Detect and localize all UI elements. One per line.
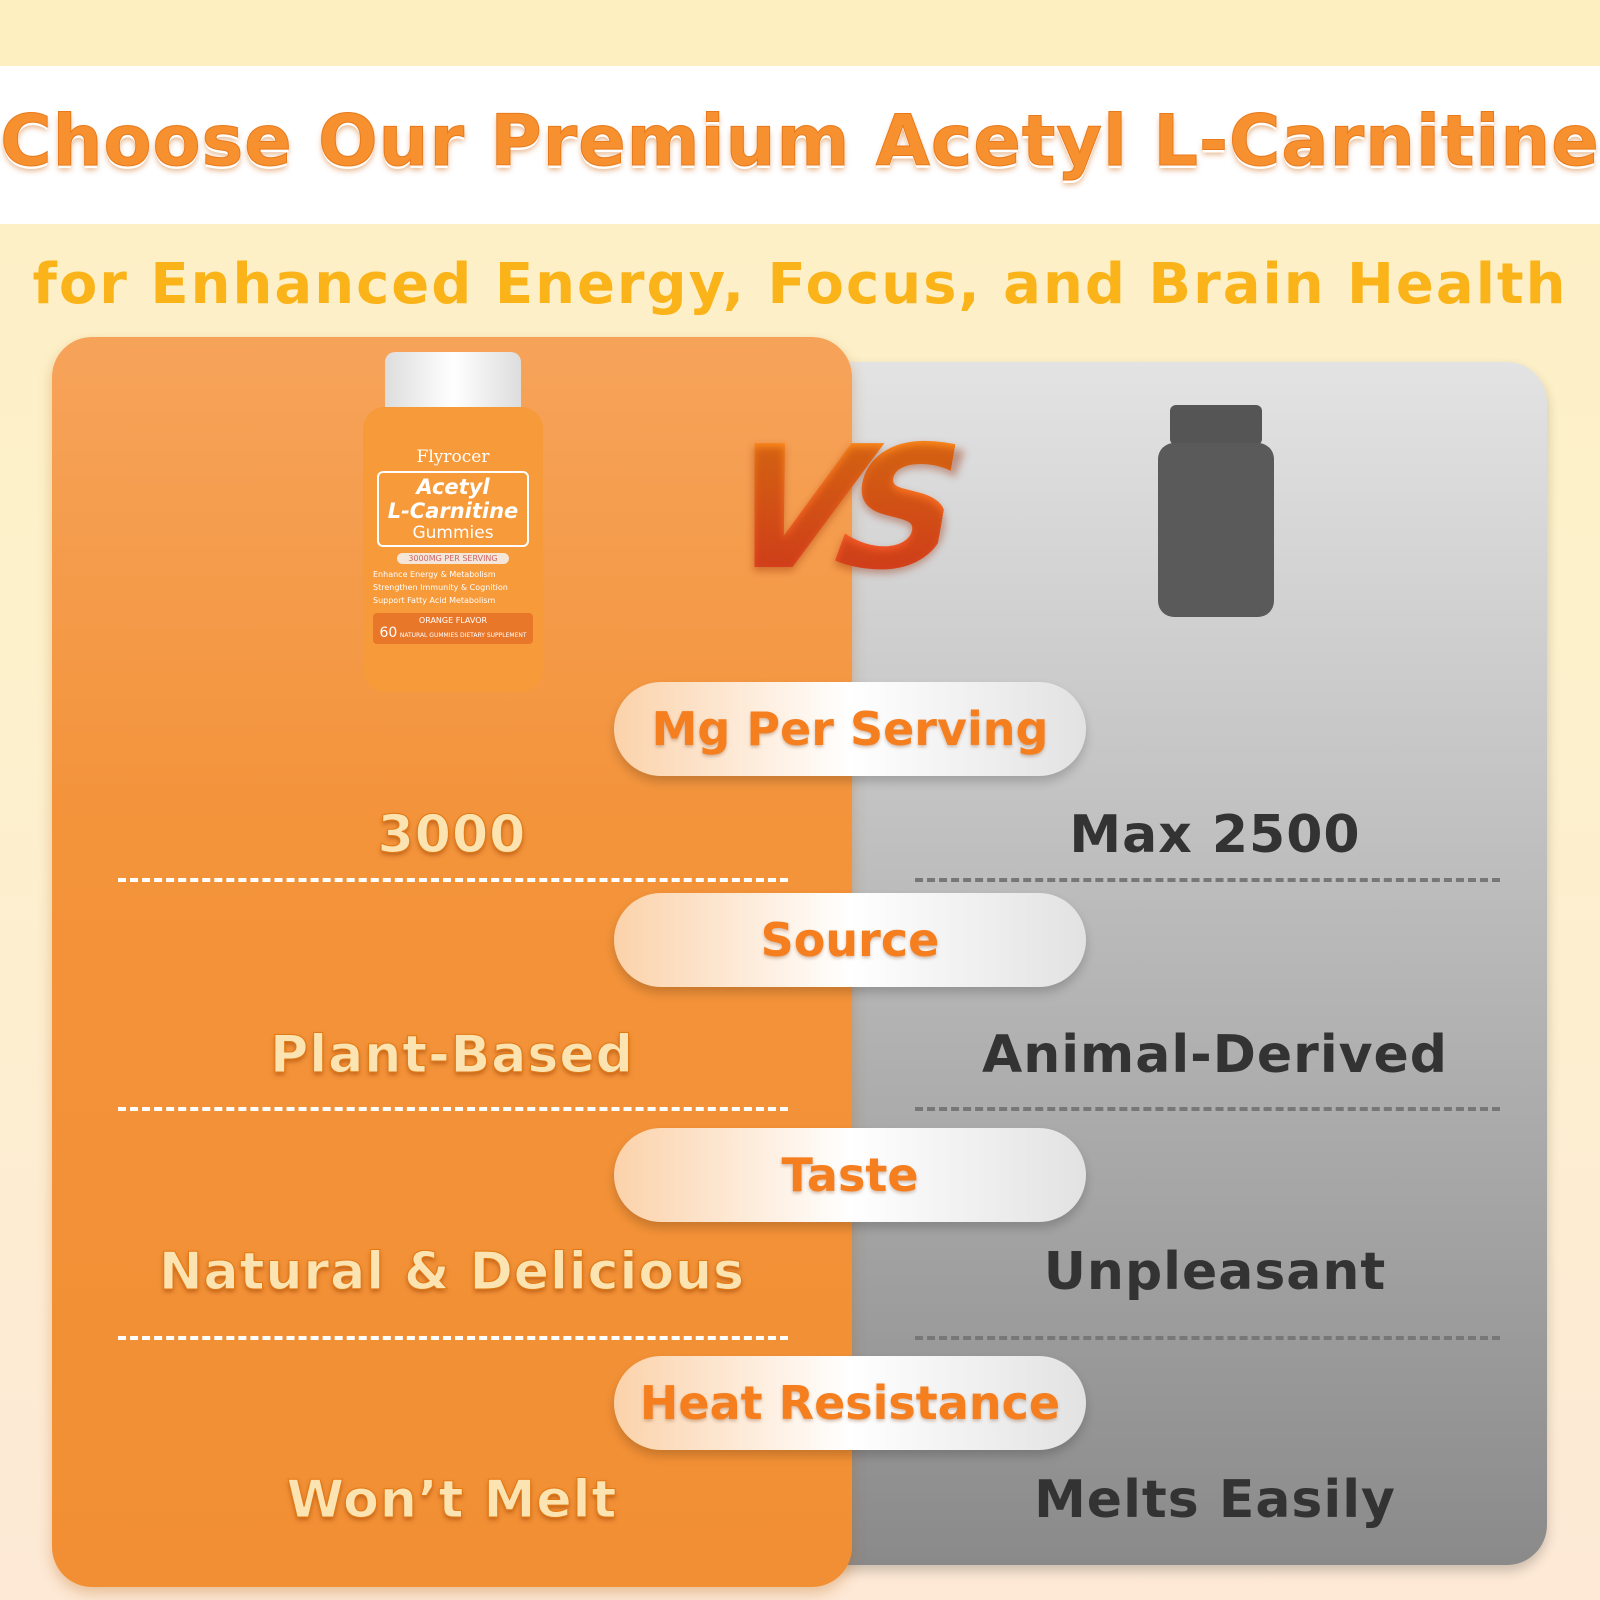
flavor-text: ORANGE FLAVOR xyxy=(418,616,488,625)
divider xyxy=(118,878,788,882)
bottle-jar: Flyrocer Acetyl L-Carnitine Gummies 3000… xyxy=(363,407,543,692)
bottle-cap xyxy=(385,352,521,412)
brand-name: Flyrocer xyxy=(416,447,490,467)
count-text: NATURAL GUMMIES DIETARY SUPPLEMENT xyxy=(399,632,527,639)
divider xyxy=(118,1336,788,1340)
ours-taste: Natural & Delicious xyxy=(158,1242,746,1303)
competitor-cap xyxy=(1170,405,1262,445)
row-label-taste: Taste xyxy=(614,1128,1086,1222)
ours-heat: Won’t Melt xyxy=(286,1470,618,1531)
product-name-box: Acetyl L-Carnitine Gummies xyxy=(377,471,529,547)
page-title: Choose Our Premium Acetyl L-Carnitine xyxy=(0,100,1600,183)
serving-badge: 3000MG PER SERVING xyxy=(397,553,509,564)
competitor-jar xyxy=(1158,443,1274,617)
divider xyxy=(915,878,1500,882)
divider xyxy=(915,1107,1500,1111)
product-name-2: L-Carnitine xyxy=(387,499,519,523)
feature-2: Strengthen Immunity & Cognition xyxy=(373,583,508,592)
count: 60 xyxy=(379,625,398,641)
divider xyxy=(118,1107,788,1111)
flavor-box: ORANGE FLAVOR 60 NATURAL GUMMIES DIETARY… xyxy=(373,613,533,644)
divider xyxy=(915,1336,1500,1340)
product-name-3: Gummies xyxy=(412,523,494,543)
ours-mg: 3000 xyxy=(377,805,527,866)
feature-3: Support Fatty Acid Metabolism xyxy=(373,596,496,605)
theirs-heat: Melts Easily xyxy=(1034,1470,1396,1530)
feature-1: Enhance Energy & Metabolism xyxy=(373,570,496,579)
theirs-taste: Unpleasant xyxy=(1043,1242,1387,1302)
row-label-mg: Mg Per Serving xyxy=(614,682,1086,776)
vs-logo: VS xyxy=(712,410,962,608)
competitor-bottle-image xyxy=(1158,405,1274,617)
page-subtitle: for Enhanced Energy, Focus, and Brain He… xyxy=(32,252,1568,317)
row-label-source: Source xyxy=(614,893,1086,987)
row-label-heat: Heat Resistance xyxy=(614,1356,1086,1450)
ours-source: Plant-Based xyxy=(270,1025,634,1086)
title-band xyxy=(0,66,1600,224)
top-band xyxy=(0,0,1600,66)
product-name-1: Acetyl xyxy=(416,475,490,499)
theirs-mg: Max 2500 xyxy=(1069,805,1361,865)
bottle-label: Flyrocer Acetyl L-Carnitine Gummies 3000… xyxy=(373,447,533,644)
product-bottle-image: Flyrocer Acetyl L-Carnitine Gummies 3000… xyxy=(363,352,543,692)
theirs-source: Animal-Derived xyxy=(981,1025,1449,1085)
